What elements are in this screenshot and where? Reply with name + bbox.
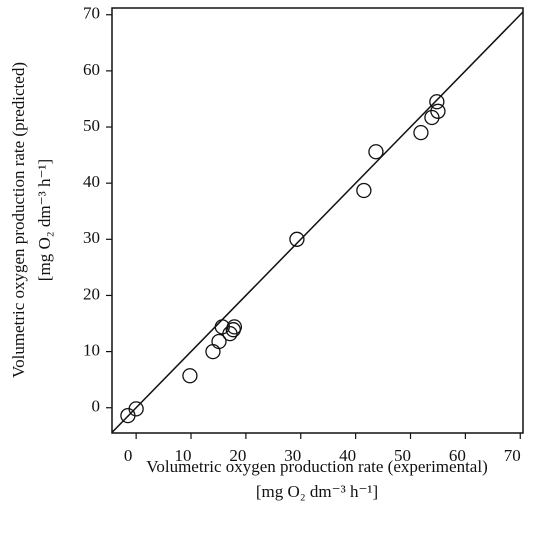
x-axis-label: Volumetric oxygen production rate (exper… [146,457,487,476]
data-point [226,319,243,335]
plot-frame [111,7,524,434]
y-tick-label: 50 [83,116,100,135]
y-tick-label: 70 [83,4,100,23]
data-point [211,333,227,350]
y-tick-label: 60 [83,60,100,79]
x-axis-unit: [mg O₂ dm⁻³ h⁻¹] [256,482,378,501]
x-tick-label: 40 [339,446,356,465]
y-tick-label: 10 [83,340,100,359]
x-tick-label: 0 [124,446,133,465]
data-point [182,368,198,384]
y-axis-unit: [mg O₂ dm⁻³ h⁻¹] [35,159,54,281]
data-point [424,109,440,126]
y-tick-label: 0 [92,397,101,416]
data-point [289,231,305,247]
x-tick-label: 10 [175,446,192,465]
data-point [429,94,445,110]
data-point [128,401,144,417]
y-tick-label: 30 [83,228,100,247]
data-point [413,124,429,141]
y-tick-label: 20 [83,284,100,303]
x-tick-label: 60 [449,446,466,465]
x-tick-label: 30 [284,446,301,465]
x-tick-label: 70 [504,446,521,465]
data-point [368,144,384,160]
x-tick-label: 20 [229,446,246,465]
y-axis-label: Volumetric oxygen production rate (predi… [9,62,28,378]
data-point [356,182,372,199]
x-tick-label: 50 [394,446,411,465]
data-point [430,103,446,119]
y-tick-label: 40 [83,172,100,191]
identity-line [112,10,523,433]
